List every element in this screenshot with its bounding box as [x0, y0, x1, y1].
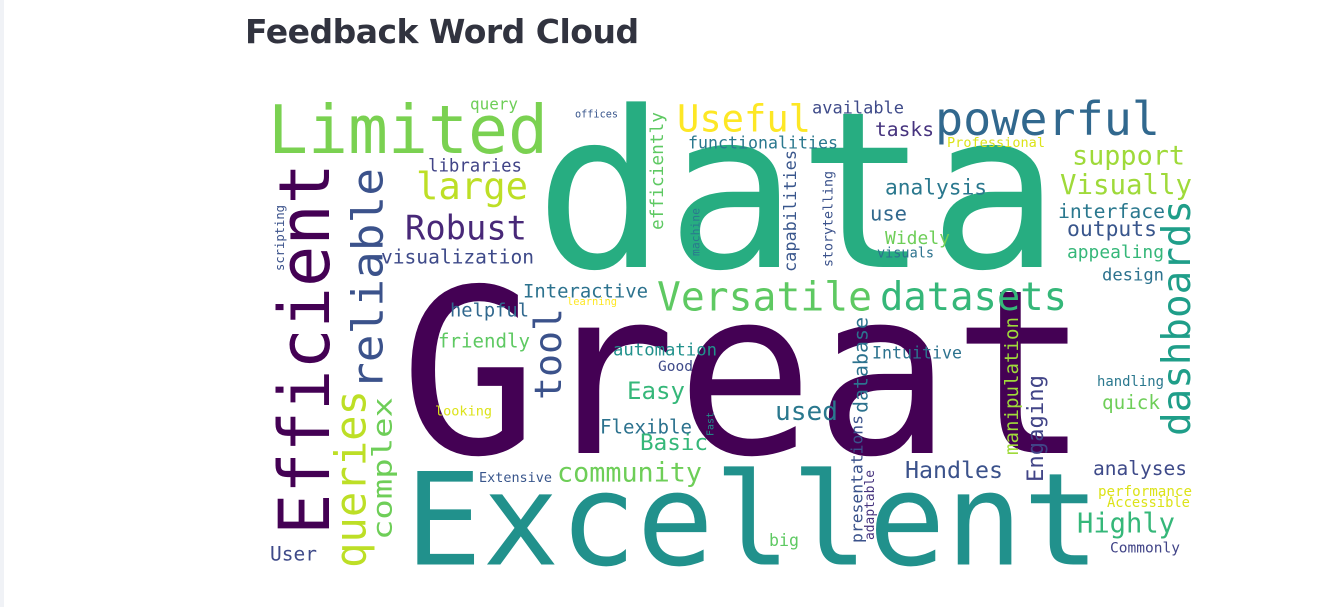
word-limited: Limited: [268, 91, 548, 169]
word-automation: automation: [613, 341, 717, 361]
word-machine: machine: [689, 208, 703, 256]
word-analyses: analyses: [1093, 457, 1187, 480]
word-tool: tool: [526, 308, 570, 400]
word-good: Good: [658, 359, 693, 375]
word-handling: handling: [1097, 374, 1164, 390]
word-friendly: friendly: [438, 330, 530, 353]
word-learning: learning: [567, 296, 617, 308]
word-presentations: presentations: [848, 415, 867, 543]
word-versatile: Versatile: [657, 275, 872, 321]
word-libraries: libraries: [428, 157, 522, 177]
word-performance: performance: [1098, 484, 1192, 500]
word-dashboards: dashboards: [1155, 200, 1200, 436]
word-powerful: powerful: [935, 93, 1160, 147]
word-adaptable: adaptable: [863, 470, 878, 540]
word-visually: Visually: [1060, 170, 1192, 201]
word-helpful: helpful: [450, 301, 529, 322]
word-offices: offices: [575, 110, 618, 121]
word-complex: complex: [369, 397, 399, 540]
word-useful: Useful: [677, 98, 811, 141]
word-visuals: visuals: [877, 246, 934, 262]
word-database: database: [850, 317, 873, 413]
word-great: Great: [400, 241, 1090, 508]
word-highly: Highly: [1077, 509, 1175, 540]
word-engaging: Engaging: [1023, 375, 1049, 482]
word-user: User: [270, 543, 317, 566]
word-accessible: Accessible: [1107, 495, 1190, 511]
word-big: big: [769, 531, 799, 550]
word-use: use: [870, 202, 907, 226]
word-robust: Robust: [405, 209, 527, 248]
word-analysis: analysis: [885, 175, 987, 200]
word-manipulation: manipulation: [1002, 317, 1023, 455]
word-efficiently: efficiently: [647, 112, 668, 230]
word-queries: queries: [328, 390, 377, 568]
left-rail: [0, 0, 4, 607]
word-flexible: Flexible: [600, 416, 692, 439]
word-visualization: visualization: [381, 246, 534, 269]
word-functionalities: functionalities: [688, 134, 838, 153]
word-storytelling: storytelling: [822, 171, 837, 267]
word-available: available: [812, 99, 904, 119]
word-efficient: Efficient: [264, 163, 346, 535]
word-commonly: Commonly: [1110, 541, 1180, 557]
word-interface: interface: [1058, 200, 1165, 223]
word-handles: Handles: [905, 457, 1003, 484]
word-community: community: [557, 458, 702, 489]
word-design: design: [1102, 266, 1164, 286]
word-professional: Professional: [947, 135, 1045, 151]
word-quick: quick: [1102, 391, 1160, 414]
word-datasets: datasets: [880, 275, 1067, 320]
word-large: large: [416, 164, 528, 208]
word-reliable: reliable: [345, 168, 394, 390]
word-support: support: [1072, 141, 1185, 172]
word-intuitive: Intuitive: [872, 344, 962, 363]
word-data: data: [535, 66, 1060, 319]
word-capabilities: capabilities: [780, 150, 800, 272]
word-query: query: [470, 95, 518, 114]
word-fast: Fast: [706, 412, 717, 436]
word-interactive: Interactive: [523, 281, 648, 303]
word-widely: Widely: [885, 229, 950, 249]
word-extensive: Extensive: [479, 470, 552, 486]
word-scripting: scripting: [273, 205, 287, 271]
word-looking: looking: [435, 404, 492, 420]
word-excellent: Excellent: [405, 447, 1100, 596]
word-basic: Basic: [640, 430, 708, 456]
page-title: Feedback Word Cloud: [245, 12, 639, 51]
word-used: used: [775, 397, 838, 427]
word-outputs: outputs: [1067, 217, 1157, 242]
word-tasks: tasks: [875, 118, 934, 141]
word-appealing: appealing: [1067, 242, 1164, 263]
word-easy: Easy: [627, 377, 685, 405]
